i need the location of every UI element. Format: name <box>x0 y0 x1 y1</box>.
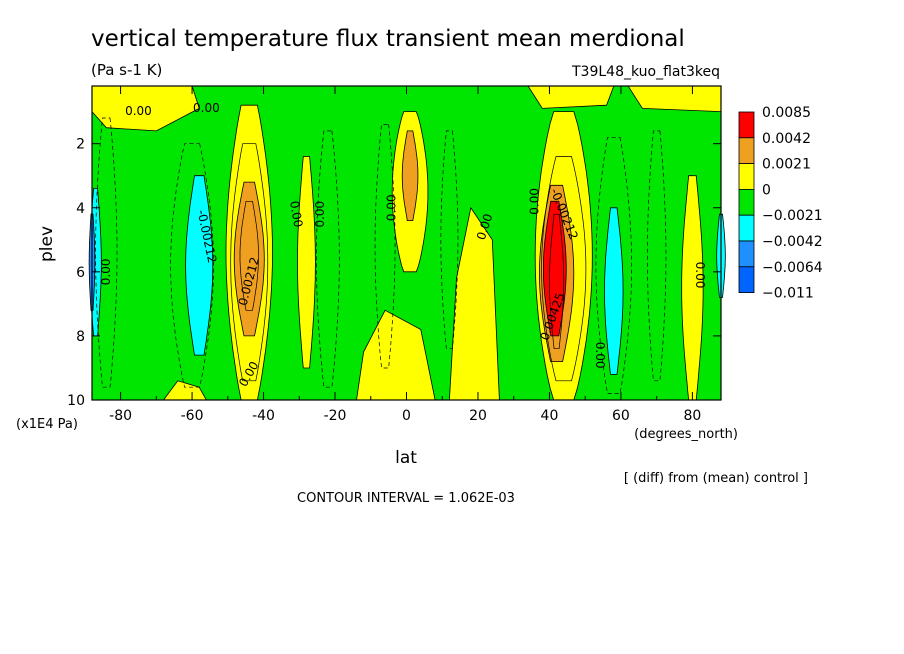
contour-label: 0.00 <box>287 200 305 229</box>
legend-label: −0.0042 <box>762 234 823 250</box>
legend-swatch <box>738 188 755 216</box>
legend-label: −0.0021 <box>762 208 823 224</box>
contour-fill-negative <box>604 207 624 375</box>
y-axis-units: (x1E4 Pa) <box>16 417 78 432</box>
legend-swatch <box>738 163 755 190</box>
contour-fill-max-positive <box>543 200 567 337</box>
legend-label: −0.0064 <box>762 260 823 276</box>
legend-swatch <box>738 111 755 139</box>
contour-lines <box>95 117 667 394</box>
x-tick-label: -80 <box>109 408 132 424</box>
x-tick-label: 60 <box>612 408 630 424</box>
legend-swatch <box>738 240 755 268</box>
legend-label: 0.0085 <box>762 105 811 121</box>
x-axis-units: (degrees_north) <box>634 427 738 442</box>
contour-line-negative <box>440 130 459 350</box>
contour-line-positive <box>230 143 269 382</box>
contour-interval: CONTOUR INTERVAL = 1.062E-03 <box>297 491 515 506</box>
legend-swatch <box>738 214 755 242</box>
diff-note: [ (diff) from (mean) control ] <box>624 471 808 486</box>
y-tick-label: 4 <box>76 201 85 217</box>
contour-label: 0.00 <box>593 342 607 369</box>
y-tick-label: 8 <box>76 329 85 345</box>
x-axis-label: lat <box>395 448 417 468</box>
x-tick-label: 0 <box>402 408 411 424</box>
contour-line-negative <box>595 136 633 394</box>
contour-fill-negative <box>185 175 214 356</box>
experiment-label: T39L48_kuo_flat3keq <box>571 64 720 80</box>
contour-line-negative <box>374 124 396 369</box>
chart-title: vertical temperature flux transient mean… <box>91 26 685 52</box>
y-tick-label: 10 <box>67 393 85 409</box>
legend-label: −0.011 <box>762 286 814 302</box>
y-axis-label: plev <box>37 226 57 262</box>
contour-line-positive <box>239 200 259 311</box>
legend-swatch <box>738 266 755 293</box>
color-legend: 0.0085 0.0042 0.0021 0 −0.0021 −0.0042 −0.0064… <box>738 105 823 302</box>
legend-label: 0.0021 <box>762 157 811 173</box>
contour-label: 0.00 <box>99 258 113 285</box>
contour-label: 0.00 <box>193 101 220 115</box>
x-tick-label: 40 <box>541 408 559 424</box>
contour-label: 0.00 <box>313 201 327 228</box>
x-tick-label: 20 <box>469 408 487 424</box>
x-axis-ticks: -80 -60 -40 -20 0 20 40 60 80 <box>109 86 701 424</box>
contour-fill-positive <box>527 85 615 109</box>
contour-line-negative <box>316 130 340 388</box>
contour-line-negative <box>95 117 118 388</box>
contour-fill-positive <box>297 156 316 369</box>
legend-label: 0 <box>762 182 771 198</box>
contour-fill-positive <box>627 85 722 113</box>
contour-fills <box>88 85 726 401</box>
y-tick-label: 2 <box>76 137 85 153</box>
contour-label: 0.00 <box>385 194 399 221</box>
chart-units: (Pa s-1 K) <box>91 61 162 79</box>
legend-swatch <box>738 137 755 165</box>
contour-line-negative <box>170 143 214 388</box>
x-tick-label: 80 <box>683 408 701 424</box>
x-tick-label: -40 <box>252 408 275 424</box>
x-tick-label: -60 <box>181 408 204 424</box>
contour-fill-strong-positive <box>233 181 265 337</box>
contour-fill-strong-positive <box>401 130 419 222</box>
contour-label: 0.00 <box>125 104 152 118</box>
y-tick-label: 6 <box>76 265 85 281</box>
contour-label: 0.00 <box>528 188 542 215</box>
contour-line-negative <box>647 130 667 382</box>
contour-line-positive <box>541 156 587 382</box>
y-axis-ticks: 2 4 6 8 10 <box>67 137 721 409</box>
contour-label: 0.00 <box>693 262 707 289</box>
contour-line-positive <box>549 213 565 350</box>
legend-label: 0.0042 <box>762 131 811 147</box>
x-tick-label: -20 <box>324 408 347 424</box>
